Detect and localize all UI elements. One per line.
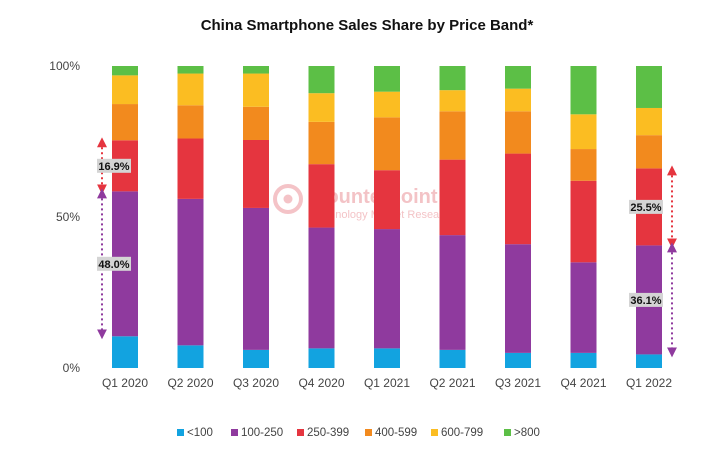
- callout-label: 16.9%: [98, 161, 129, 173]
- bar-segment-600-799: [505, 88, 531, 112]
- bar-segment-800: [570, 66, 597, 115]
- bar-segment-800: [636, 66, 662, 108]
- bar-segment-400-599: [177, 105, 204, 139]
- bar-segment-250-399: [243, 139, 269, 208]
- legend-swatch: [431, 429, 438, 436]
- y-axis: 0% 50% 100%: [49, 59, 80, 375]
- bar-segment-250-399: [439, 159, 466, 236]
- bar-segment-100: [570, 352, 597, 368]
- bar-segment-250-399: [177, 138, 204, 199]
- bar-segment-400-599: [636, 135, 662, 169]
- x-tick-label: Q2 2021: [429, 376, 475, 390]
- bar-segment-100: [636, 354, 662, 368]
- bar-segment-100: [439, 349, 466, 368]
- legend-label: 600-799: [441, 427, 483, 439]
- y-tick-label: 0%: [63, 361, 81, 375]
- bar-segment-400-599: [439, 111, 466, 160]
- bar-segment-400-599: [243, 106, 269, 140]
- bar-segment-250-399: [374, 170, 400, 230]
- bar-segment-100-250: [439, 235, 466, 350]
- bar-segment-600-799: [439, 90, 466, 112]
- x-tick-label: Q3 2021: [495, 376, 541, 390]
- bar-segment-600-799: [570, 114, 597, 150]
- bar-segment-800: [374, 66, 400, 92]
- callout-label-box: [97, 158, 131, 173]
- bar-segment-100-250: [177, 198, 204, 346]
- bar-segment-100-250: [570, 262, 597, 353]
- bars: [112, 66, 662, 368]
- callouts: 16.9% 48.0% 25.5% 36.1%: [97, 137, 677, 358]
- legend: <100 100-250 250-399 400-599 600-799 >800: [177, 427, 540, 439]
- bar-segment-400-599: [505, 111, 531, 154]
- bar-segment-400-599: [374, 117, 400, 171]
- x-tick-label: Q4 2021: [560, 376, 606, 390]
- bar-segment-100: [308, 348, 335, 368]
- legend-label: <100: [187, 427, 213, 439]
- bar-segment-800: [177, 66, 204, 74]
- legend-swatch: [297, 429, 304, 436]
- x-tick-label: Q3 2020: [233, 376, 279, 390]
- callout-label: 36.1%: [630, 295, 661, 307]
- x-tick-label: Q4 2020: [298, 376, 344, 390]
- bar-segment-100: [505, 352, 531, 368]
- bar-segment-600-799: [243, 73, 269, 107]
- x-axis: Q1 2020 Q2 2020 Q3 2020 Q4 2020 Q1 2021 Q2 20…: [102, 376, 672, 390]
- legend-swatch: [177, 429, 184, 436]
- bar-segment-100-250: [505, 244, 531, 353]
- legend-label: >800: [514, 427, 540, 439]
- legend-swatch: [504, 429, 511, 436]
- bar-segment-100: [374, 348, 400, 368]
- bar-segment-100: [243, 349, 269, 368]
- bar-segment-250-399: [505, 153, 531, 245]
- bar-segment-800: [439, 66, 466, 91]
- bar-segment-250-399: [308, 164, 335, 228]
- x-tick-label: Q1 2022: [626, 376, 672, 390]
- chart-title: China Smartphone Sales Share by Price Ba…: [201, 17, 534, 34]
- bar-segment-600-799: [308, 93, 335, 122]
- x-tick-label: Q1 2020: [102, 376, 148, 390]
- bar-segment-600-799: [636, 107, 662, 136]
- bar-segment-100: [112, 336, 138, 368]
- bar-segment-400-599: [570, 149, 597, 181]
- counterpoint-logo-icon: [273, 184, 303, 214]
- bar-segment-800: [308, 66, 335, 94]
- y-tick-label: 50%: [56, 210, 80, 224]
- bar-segment-800: [112, 66, 138, 76]
- bar-segment-250-399: [570, 180, 597, 263]
- callout-label-box: [629, 199, 663, 214]
- bar-segment-100: [177, 345, 204, 368]
- counterpoint-watermark: Counterpoint Technology Market Research: [273, 184, 454, 221]
- legend-label: 400-599: [375, 427, 417, 439]
- y-tick-label: 100%: [49, 59, 80, 73]
- callout-label: 25.5%: [630, 202, 661, 214]
- x-tick-label: Q2 2020: [167, 376, 213, 390]
- bar-segment-800: [505, 66, 531, 89]
- bar-segment-400-599: [308, 121, 335, 165]
- legend-label: 100-250: [241, 427, 283, 439]
- bar-segment-100-250: [308, 227, 335, 349]
- bar-segment-600-799: [112, 75, 138, 105]
- legend-swatch: [365, 429, 372, 436]
- bar-segment-600-799: [177, 73, 204, 106]
- bar-segment-100-250: [243, 207, 269, 350]
- legend-label: 250-399: [307, 427, 349, 439]
- bar-segment-800: [243, 66, 269, 74]
- bar-segment-100-250: [374, 229, 400, 349]
- bar-segment-400-599: [112, 104, 138, 141]
- bar-segment-600-799: [374, 91, 400, 118]
- legend-swatch: [231, 429, 238, 436]
- callout-label: 48.0%: [98, 259, 129, 271]
- callout-label-box: [629, 292, 663, 307]
- x-tick-label: Q1 2021: [364, 376, 410, 390]
- callout-label-box: [97, 256, 131, 271]
